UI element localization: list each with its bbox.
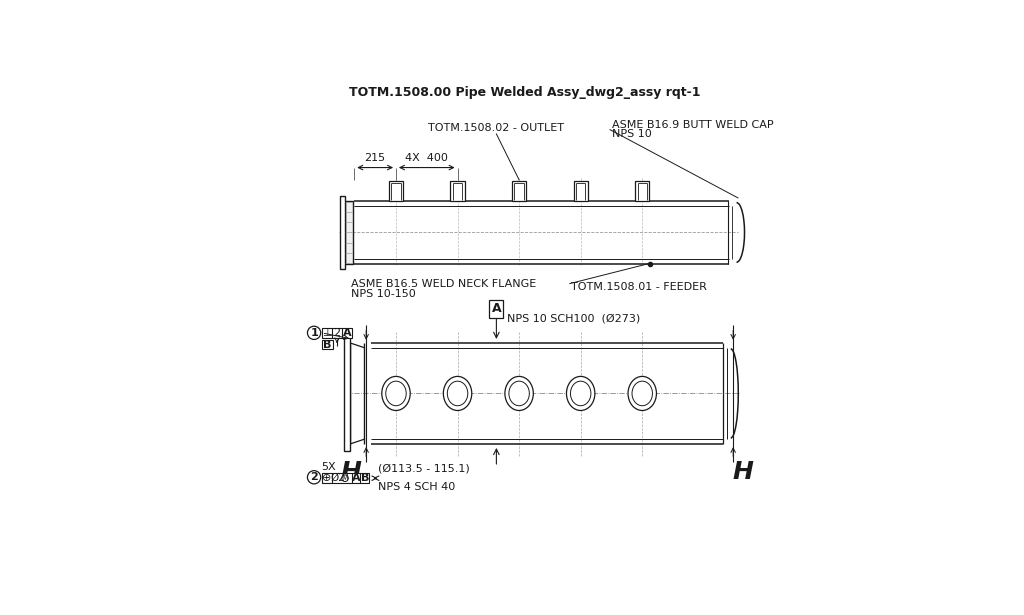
Text: A: A: [343, 328, 351, 338]
Text: 1: 1: [310, 328, 317, 338]
Text: 4X  400: 4X 400: [406, 153, 449, 164]
Bar: [345, 200, 353, 264]
Text: H: H: [341, 459, 361, 483]
Text: TOTM.1508.00 Pipe Welded Assy_dwg2_assy rqt-1: TOTM.1508.00 Pipe Welded Assy_dwg2_assy …: [349, 85, 700, 98]
Text: A: A: [352, 473, 360, 483]
Text: Ø2: Ø2: [331, 473, 345, 483]
Text: M: M: [342, 474, 348, 483]
Ellipse shape: [566, 376, 595, 410]
Text: (Ø113.5 - 115.1): (Ø113.5 - 115.1): [378, 464, 469, 474]
Ellipse shape: [628, 376, 656, 410]
Text: A: A: [492, 303, 501, 315]
Text: TOTM.1508.01 - FEEDER: TOTM.1508.01 - FEEDER: [571, 282, 708, 292]
Text: ⊥: ⊥: [322, 328, 332, 338]
Bar: [340, 196, 345, 269]
Text: NPS 10 SCH100  (Ø273): NPS 10 SCH100 (Ø273): [507, 314, 640, 323]
Text: H: H: [732, 459, 753, 483]
Ellipse shape: [632, 381, 652, 406]
Bar: [344, 336, 349, 451]
Bar: [512, 181, 526, 200]
Text: NPS 4 SCH 40: NPS 4 SCH 40: [378, 482, 455, 493]
Bar: [635, 181, 649, 200]
Ellipse shape: [443, 376, 472, 410]
Text: NPS 10: NPS 10: [612, 129, 652, 139]
Ellipse shape: [509, 381, 529, 406]
Bar: [322, 340, 333, 349]
Text: B: B: [360, 473, 369, 483]
Bar: [573, 181, 588, 200]
Text: TOTM.1508.02 - OUTLET: TOTM.1508.02 - OUTLET: [428, 123, 564, 133]
Bar: [451, 181, 465, 200]
Bar: [322, 328, 352, 338]
Text: 215: 215: [365, 153, 386, 164]
Text: ⊕: ⊕: [323, 473, 332, 483]
Ellipse shape: [382, 376, 411, 410]
Text: NPS 10-150: NPS 10-150: [351, 289, 416, 300]
Ellipse shape: [447, 381, 468, 406]
Ellipse shape: [386, 381, 407, 406]
Text: 2: 2: [334, 328, 341, 338]
Text: 5X: 5X: [322, 462, 336, 472]
Ellipse shape: [570, 381, 591, 406]
Text: 2: 2: [310, 472, 317, 482]
Text: B: B: [323, 339, 332, 350]
Text: ASME B16.5 WELD NECK FLANGE: ASME B16.5 WELD NECK FLANGE: [351, 279, 537, 289]
Bar: [322, 474, 369, 483]
Bar: [389, 181, 403, 200]
Ellipse shape: [505, 376, 534, 410]
Text: ASME B16.9 BUTT WELD CAP: ASME B16.9 BUTT WELD CAP: [612, 120, 774, 130]
